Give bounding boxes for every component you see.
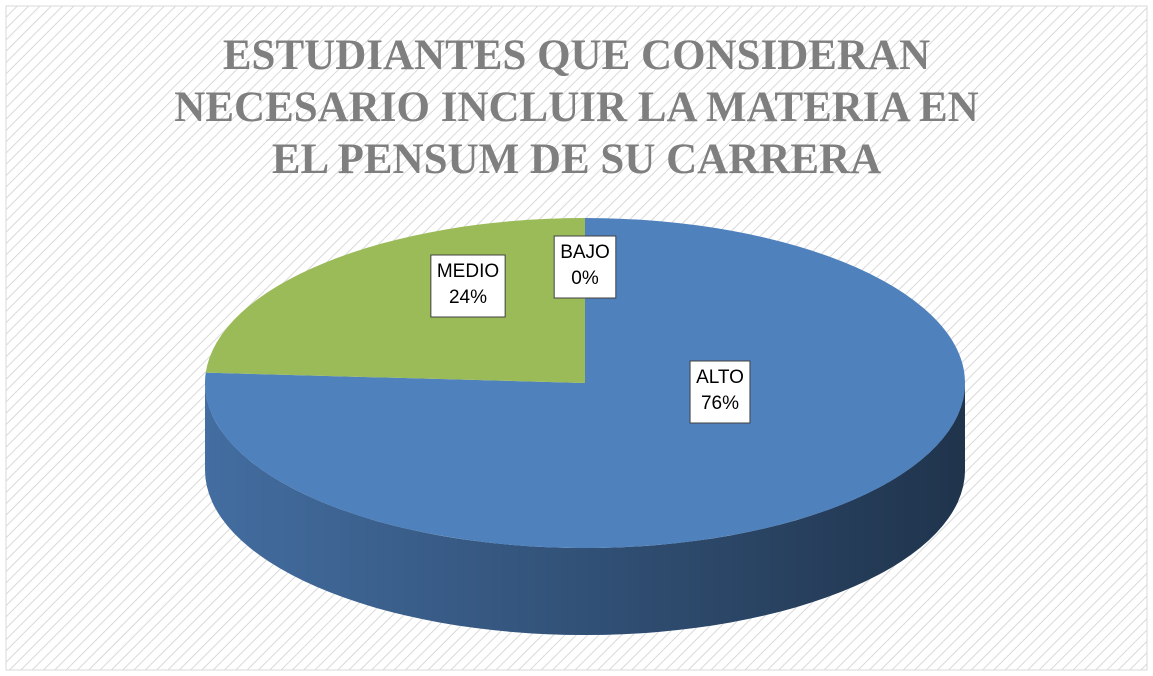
chart-title: ESTUDIANTES QUE CONSIDERAN NECESARIO INC… [174, 32, 979, 183]
data-label-box [553, 235, 617, 299]
data-label-box [430, 254, 506, 318]
data-label-value: 0% [571, 268, 599, 289]
data-label-category: ALTO [696, 367, 744, 388]
pie: ALTO 76% MEDIO 24% BAJO 0% [205, 218, 965, 635]
pie-slice [205, 218, 965, 549]
data-label-value: 24% [449, 287, 487, 308]
data-label-value: 76% [701, 393, 739, 414]
data-label-category: BAJO [560, 242, 610, 263]
data-label-category: MEDIO [437, 261, 499, 282]
pie-side-shade [205, 383, 965, 635]
data-label-box [689, 360, 751, 424]
